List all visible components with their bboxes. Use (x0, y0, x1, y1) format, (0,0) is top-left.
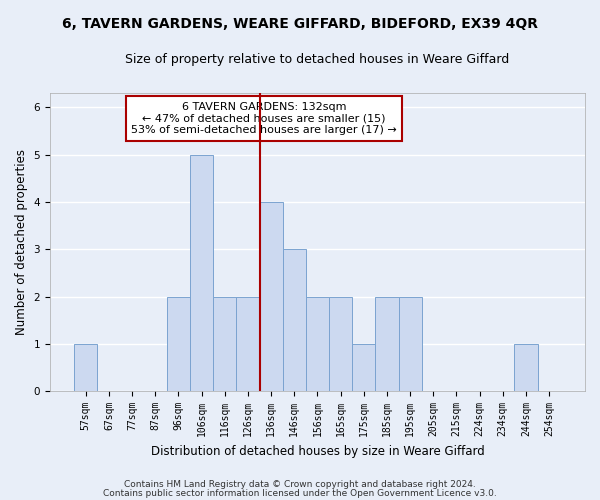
Bar (352, 344, 376, 391)
Text: Contains HM Land Registry data © Crown copyright and database right 2024.: Contains HM Land Registry data © Crown c… (124, 480, 476, 489)
X-axis label: Distribution of detached houses by size in Weare Giffard: Distribution of detached houses by size … (151, 444, 484, 458)
Bar (376, 296, 398, 391)
Bar (74, 344, 97, 391)
Bar (236, 296, 260, 391)
Bar (329, 296, 352, 391)
Y-axis label: Number of detached properties: Number of detached properties (15, 149, 28, 335)
Bar (283, 249, 306, 391)
Bar (190, 154, 213, 391)
Bar (306, 296, 329, 391)
Text: 6, TAVERN GARDENS, WEARE GIFFARD, BIDEFORD, EX39 4QR: 6, TAVERN GARDENS, WEARE GIFFARD, BIDEFO… (62, 18, 538, 32)
Bar (213, 296, 236, 391)
Bar (260, 202, 283, 391)
Bar (398, 296, 422, 391)
Title: Size of property relative to detached houses in Weare Giffard: Size of property relative to detached ho… (125, 52, 509, 66)
Bar (514, 344, 538, 391)
Text: 6 TAVERN GARDENS: 132sqm
← 47% of detached houses are smaller (15)
53% of semi-d: 6 TAVERN GARDENS: 132sqm ← 47% of detach… (131, 102, 397, 135)
Bar (167, 296, 190, 391)
Text: Contains public sector information licensed under the Open Government Licence v3: Contains public sector information licen… (103, 488, 497, 498)
